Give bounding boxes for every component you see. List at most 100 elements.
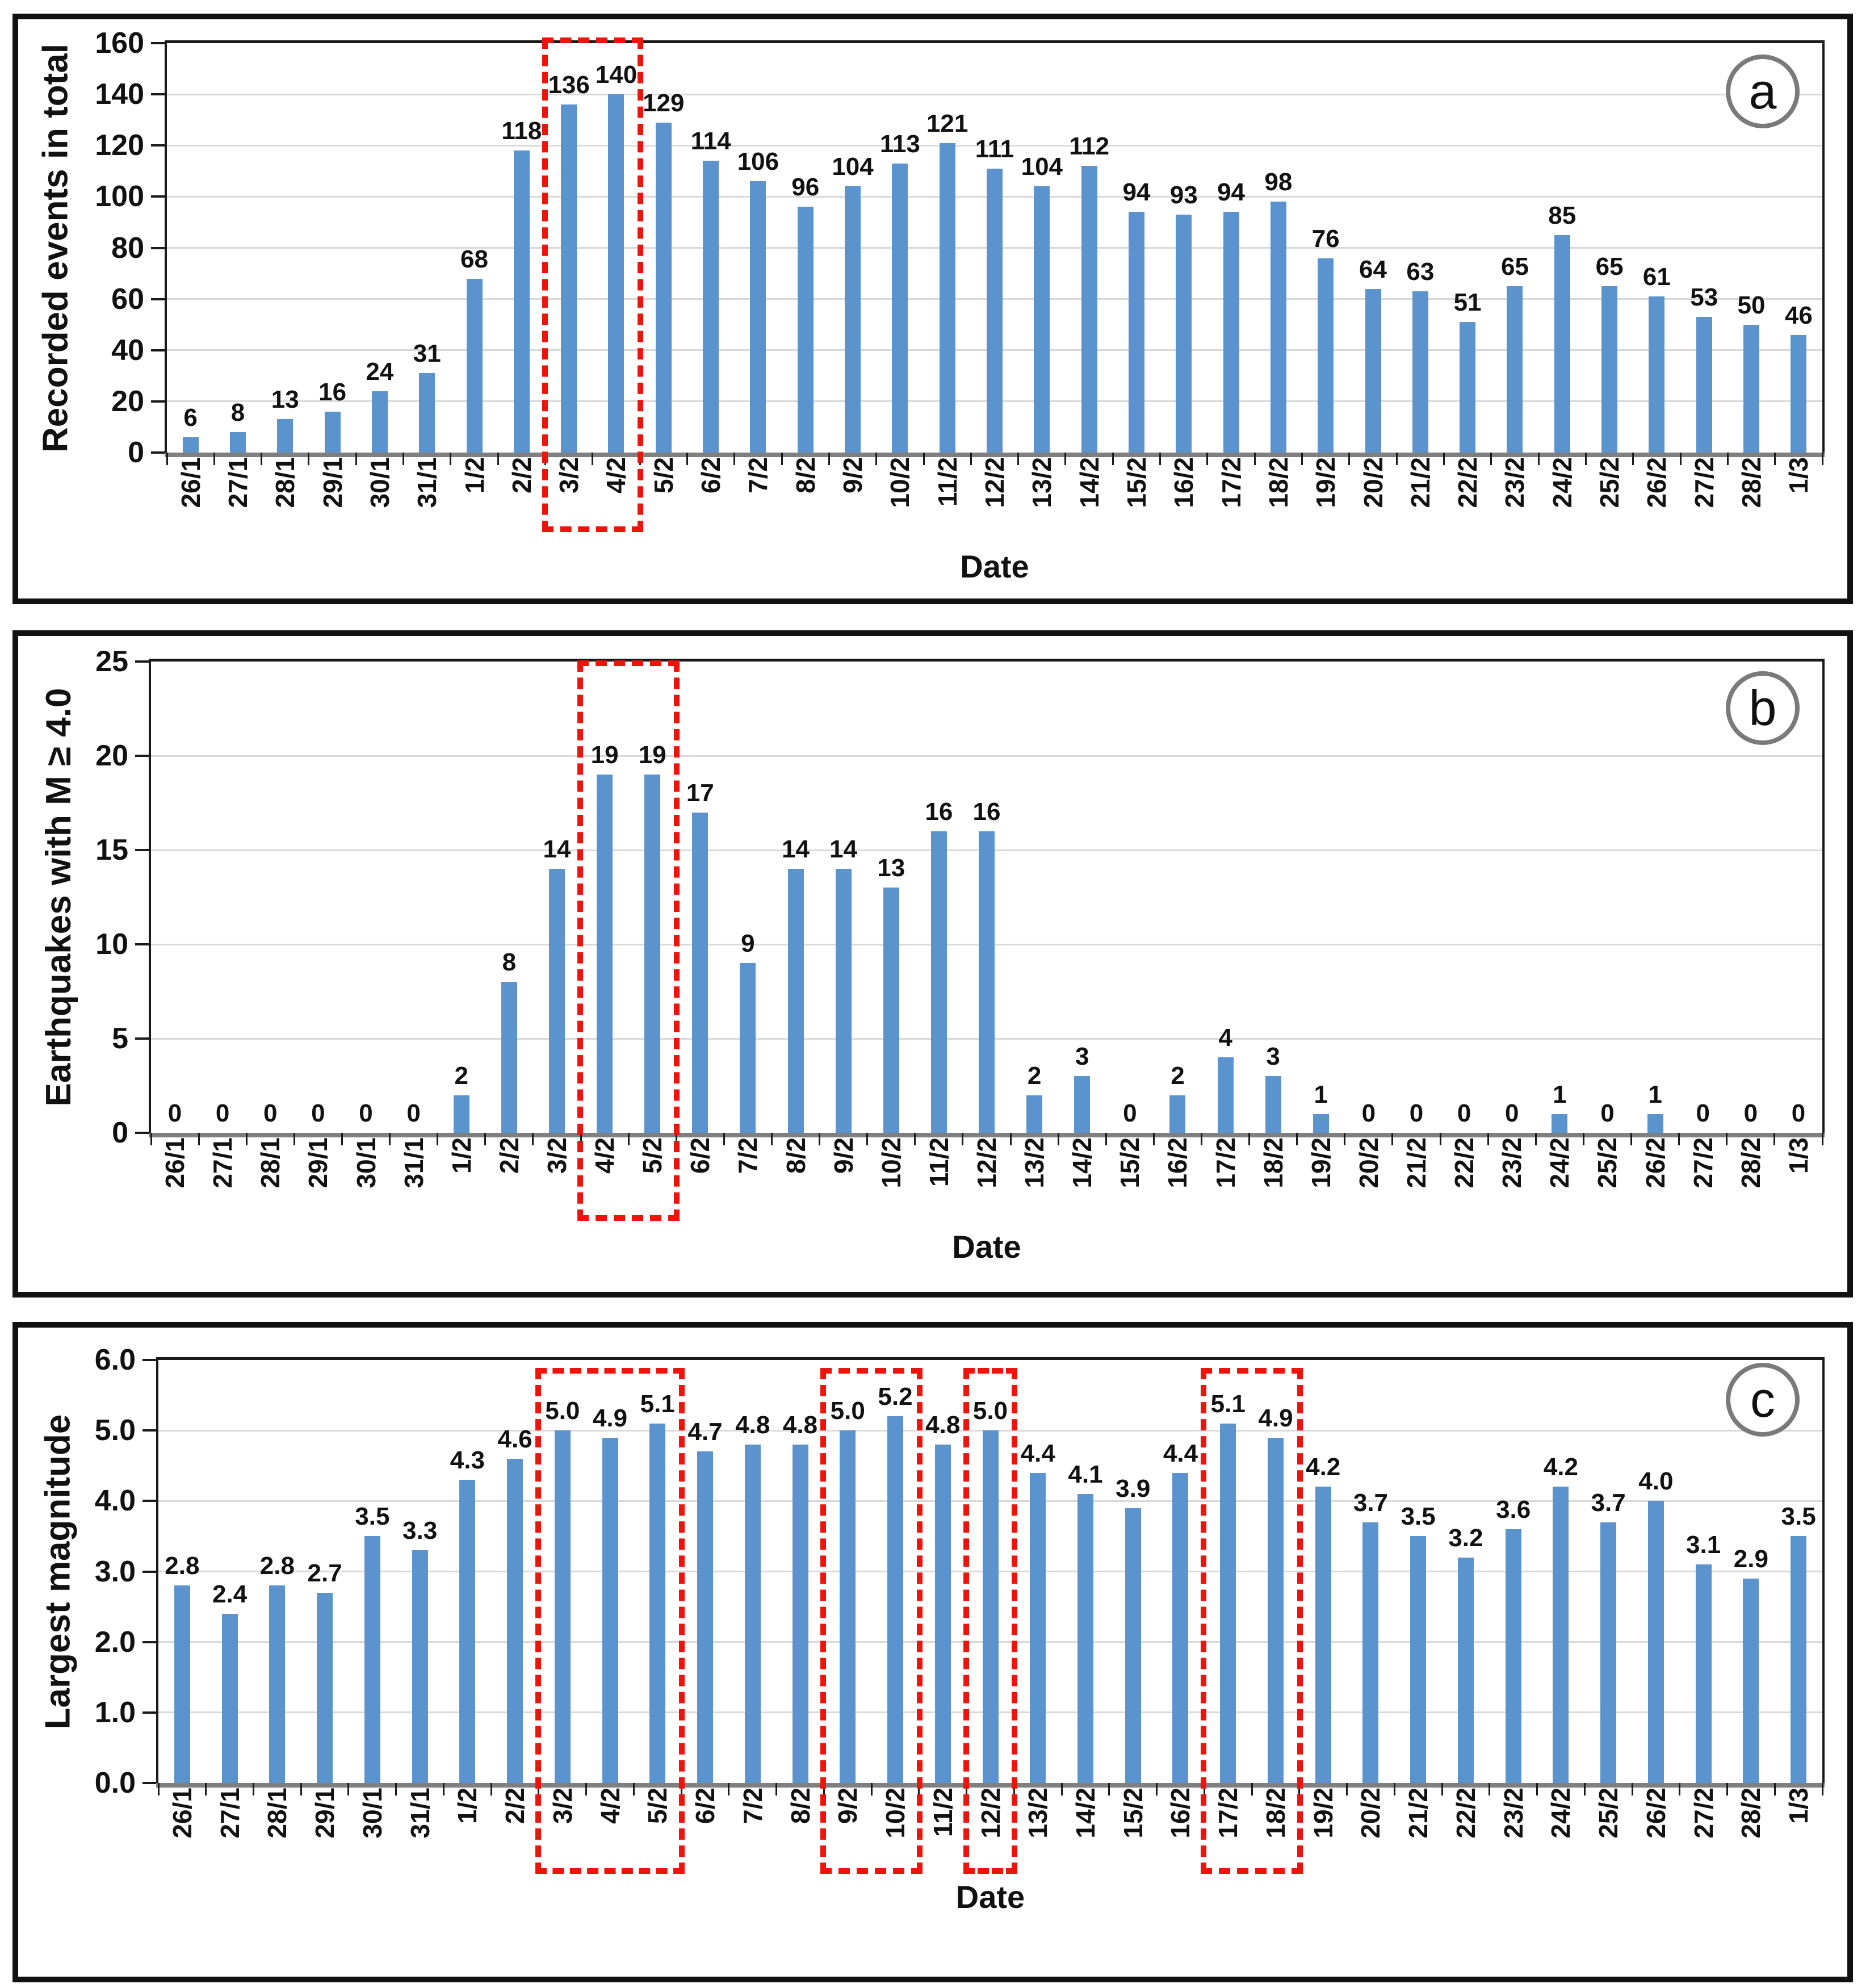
bar — [554, 1430, 571, 1783]
x-tick-label: 10/2 — [876, 1137, 906, 1188]
bar-value-label: 19 — [590, 741, 619, 769]
bar-value-label: 4.8 — [782, 1411, 818, 1439]
bar — [930, 831, 947, 1133]
x-tick-mark — [1206, 453, 1209, 465]
x-tick-label: 18/2 — [1263, 457, 1293, 508]
bar-value-label: 4.3 — [450, 1446, 485, 1474]
x-tick-label: 2/2 — [500, 1788, 530, 1824]
bar-value-label: 64 — [1359, 256, 1387, 283]
y-tick-label: 1.0 — [94, 1696, 136, 1729]
x-tick-label: 30/1 — [351, 1137, 381, 1188]
x-tick-mark — [819, 1133, 821, 1145]
x-tick-mark — [1821, 453, 1823, 465]
x-tick-label: 21/2 — [1403, 1788, 1433, 1839]
bar — [1649, 296, 1665, 453]
x-tick-mark — [923, 453, 925, 465]
bar-value-label: 104 — [832, 153, 874, 181]
bar — [548, 869, 565, 1133]
y-axis-line — [156, 1357, 158, 1788]
y-axis-line — [149, 659, 151, 1137]
x-tick-mark — [261, 453, 263, 465]
bar-value-label: 9 — [741, 930, 755, 957]
panel-letter: c — [1750, 1371, 1775, 1428]
x-tick-label: 28/1 — [262, 1788, 292, 1839]
plot-top-border — [165, 40, 1825, 43]
x-tick-label: 6/2 — [685, 1137, 715, 1174]
x-tick-label: 13/2 — [1020, 1137, 1050, 1188]
x-tick-mark — [1537, 453, 1540, 465]
bar-value-label: 8 — [502, 948, 517, 976]
bar-value-label: 3.5 — [1781, 1502, 1816, 1530]
x-tick-mark — [395, 1783, 397, 1796]
bar-value-label: 63 — [1406, 258, 1435, 286]
bar-value-label: 5.1 — [640, 1390, 675, 1418]
y-tick-label: 40 — [111, 333, 144, 367]
x-tick-label: 28/1 — [255, 1137, 286, 1188]
bar-value-label: 17 — [686, 779, 714, 807]
x-tick-mark — [1017, 453, 1020, 465]
bar-value-label: 5.2 — [878, 1383, 913, 1411]
x-tick-label: 11/2 — [928, 1788, 958, 1837]
bar-value-label: 13 — [877, 854, 905, 882]
x-axis-title: Date — [960, 549, 1029, 584]
bar-value-label: 5.0 — [545, 1397, 580, 1425]
panel-b: Earthquakes with M ≥ 4.0 0 5 10 15 20 25 0 26/1… — [12, 630, 1853, 1298]
bar — [1313, 1114, 1329, 1133]
y-tick-mark — [151, 451, 165, 454]
bar-value-label: 0 — [1457, 1099, 1471, 1127]
x-tick-mark — [1156, 1783, 1158, 1796]
x-tick-mark — [1346, 1783, 1348, 1796]
bar — [507, 1459, 523, 1783]
bar-value-label: 0 — [1505, 1099, 1519, 1127]
bar-value-label: 2.9 — [1733, 1545, 1768, 1573]
x-tick-mark — [828, 453, 830, 465]
bar-value-label: 4.0 — [1638, 1467, 1674, 1495]
x-tick-mark — [1064, 453, 1067, 465]
bar-value-label: 4.8 — [735, 1411, 770, 1439]
bar — [1695, 1564, 1712, 1783]
y-tick-mark — [151, 195, 165, 198]
bar — [1270, 202, 1286, 453]
bar-value-label: 140 — [595, 61, 638, 89]
x-tick-label: 24/2 — [1547, 457, 1577, 508]
bar-value-label: 0 — [167, 1099, 182, 1127]
y-tick-mark — [151, 42, 165, 44]
x-tick-mark — [1630, 1133, 1633, 1145]
x-axis-line — [156, 1783, 1825, 1788]
x-tick-mark — [490, 1783, 492, 1796]
bar — [1553, 1487, 1569, 1783]
x-tick-mark — [970, 453, 972, 465]
bar-value-label: 85 — [1548, 202, 1576, 229]
x-tick-label: 19/2 — [1311, 457, 1341, 508]
bar-value-label: 0 — [1696, 1099, 1710, 1127]
bar-value-label: 5.0 — [830, 1397, 865, 1425]
bar — [1223, 212, 1239, 453]
x-tick-label: 19/2 — [1306, 1137, 1336, 1188]
bar — [1696, 317, 1712, 453]
y-axis-line — [165, 40, 167, 457]
bar — [182, 437, 199, 453]
x-tick-mark — [1105, 1133, 1107, 1145]
gridline — [151, 755, 1822, 757]
x-tick-mark — [1490, 453, 1492, 465]
plot-area: 0 20 40 60 80 100 120 140 160 6 26/1 8 27/1 13 28/1 16 2… — [95, 27, 1825, 532]
x-tick-mark — [962, 1133, 964, 1145]
y-tick-mark — [142, 1640, 156, 1643]
bar-value-label: 0 — [359, 1099, 373, 1127]
bar — [229, 432, 246, 453]
bar — [1128, 212, 1144, 453]
x-tick-mark — [484, 1133, 487, 1145]
bar-value-label: 13 — [271, 386, 299, 413]
x-tick-label: 27/1 — [208, 1137, 238, 1188]
bar — [1507, 286, 1523, 453]
y-tick-label: 0 — [128, 436, 144, 469]
bar — [934, 1445, 951, 1783]
x-tick-mark — [402, 453, 405, 465]
bar-value-label: 2 — [1027, 1062, 1042, 1090]
x-tick-label: 27/2 — [1688, 1137, 1718, 1188]
x-tick-mark — [166, 453, 168, 465]
bar-value-label: 5.0 — [972, 1397, 1008, 1425]
bar-value-label: 93 — [1169, 181, 1198, 209]
bar — [792, 1445, 808, 1783]
x-tick-mark — [1679, 1783, 1681, 1796]
